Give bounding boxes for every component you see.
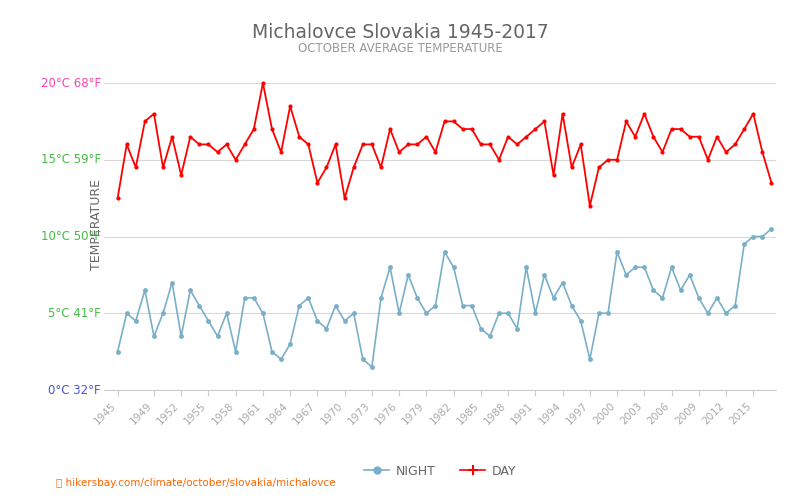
Text: OCTOBER AVERAGE TEMPERATURE: OCTOBER AVERAGE TEMPERATURE [298, 42, 502, 56]
NIGHT [666, 264, 676, 270]
DAY [340, 195, 350, 201]
Text: 📍 hikersbay.com/climate/october/slovakia/michalovce: 📍 hikersbay.com/climate/october/slovakia… [56, 478, 335, 488]
Text: Michalovce Slovakia 1945-2017: Michalovce Slovakia 1945-2017 [252, 22, 548, 42]
NIGHT [113, 348, 122, 354]
NIGHT [766, 226, 776, 232]
DAY [676, 126, 686, 132]
DAY [258, 80, 268, 86]
DAY [722, 149, 731, 155]
Line: DAY: DAY [115, 81, 774, 208]
Text: 15°C 59°F: 15°C 59°F [41, 154, 101, 166]
Text: 10°C 50°F: 10°C 50°F [41, 230, 101, 243]
DAY [694, 134, 704, 140]
NIGHT [330, 302, 340, 308]
NIGHT [685, 272, 694, 278]
Line: NIGHT: NIGHT [115, 226, 774, 370]
NIGHT [449, 264, 458, 270]
NIGHT [712, 295, 722, 301]
DAY [449, 118, 458, 124]
Text: 5°C 41°F: 5°C 41°F [48, 307, 101, 320]
DAY [766, 180, 776, 186]
DAY [267, 126, 277, 132]
Text: 0°C 32°F: 0°C 32°F [48, 384, 101, 396]
Legend: NIGHT, DAY: NIGHT, DAY [359, 460, 521, 483]
DAY [585, 203, 594, 209]
DAY [113, 195, 122, 201]
Y-axis label: TEMPERATURE: TEMPERATURE [90, 180, 103, 270]
NIGHT [367, 364, 377, 370]
NIGHT [258, 310, 268, 316]
Text: 20°C 68°F: 20°C 68°F [41, 76, 101, 90]
